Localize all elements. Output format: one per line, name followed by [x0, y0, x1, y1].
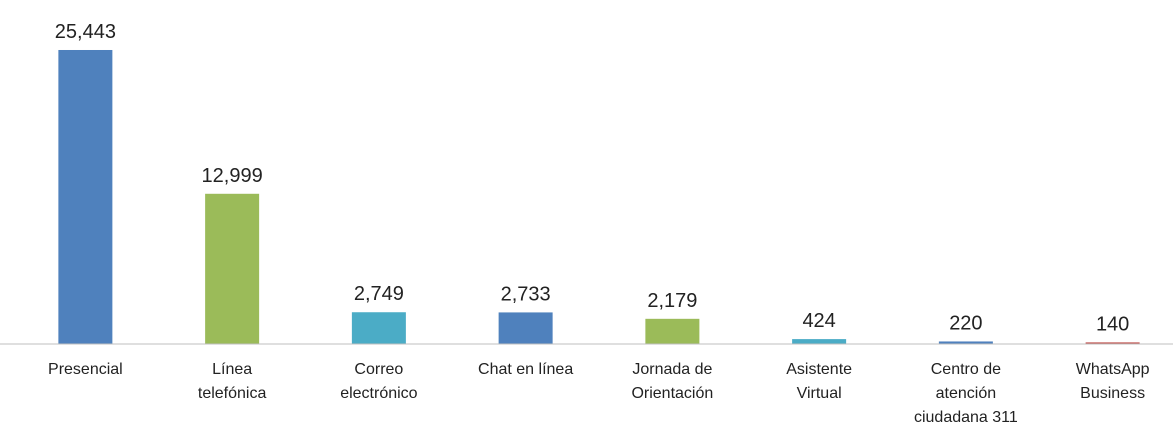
data-label: 2,179 [647, 290, 697, 312]
x-tick-label: Centro de atención ciudadana 311 [913, 361, 1018, 426]
bar [645, 318, 700, 344]
x-tick-label: Jornada de Orientación [631, 361, 714, 402]
bar [938, 341, 993, 344]
x-tick-label: Presencial [48, 361, 123, 378]
data-label: 25,443 [55, 21, 116, 43]
bar [1085, 342, 1140, 344]
bar [205, 193, 260, 344]
x-tick-label: WhatsApp Business [1075, 361, 1150, 402]
x-tick-label: Chat en línea [478, 361, 574, 378]
bar [58, 49, 113, 344]
x-tick-label: Asistente Virtual [786, 361, 853, 402]
data-label: 2,733 [501, 283, 551, 305]
data-label: 12,999 [202, 165, 263, 187]
x-tick-label: Correo electrónico [340, 361, 418, 402]
data-label: 140 [1096, 313, 1129, 335]
data-label: 220 [949, 312, 982, 334]
data-label: 424 [802, 310, 835, 332]
bar [351, 312, 406, 344]
bar [792, 339, 847, 344]
bar [498, 312, 553, 344]
x-tick-label: Línea telefónica [197, 361, 267, 402]
data-label: 2,749 [354, 283, 404, 305]
